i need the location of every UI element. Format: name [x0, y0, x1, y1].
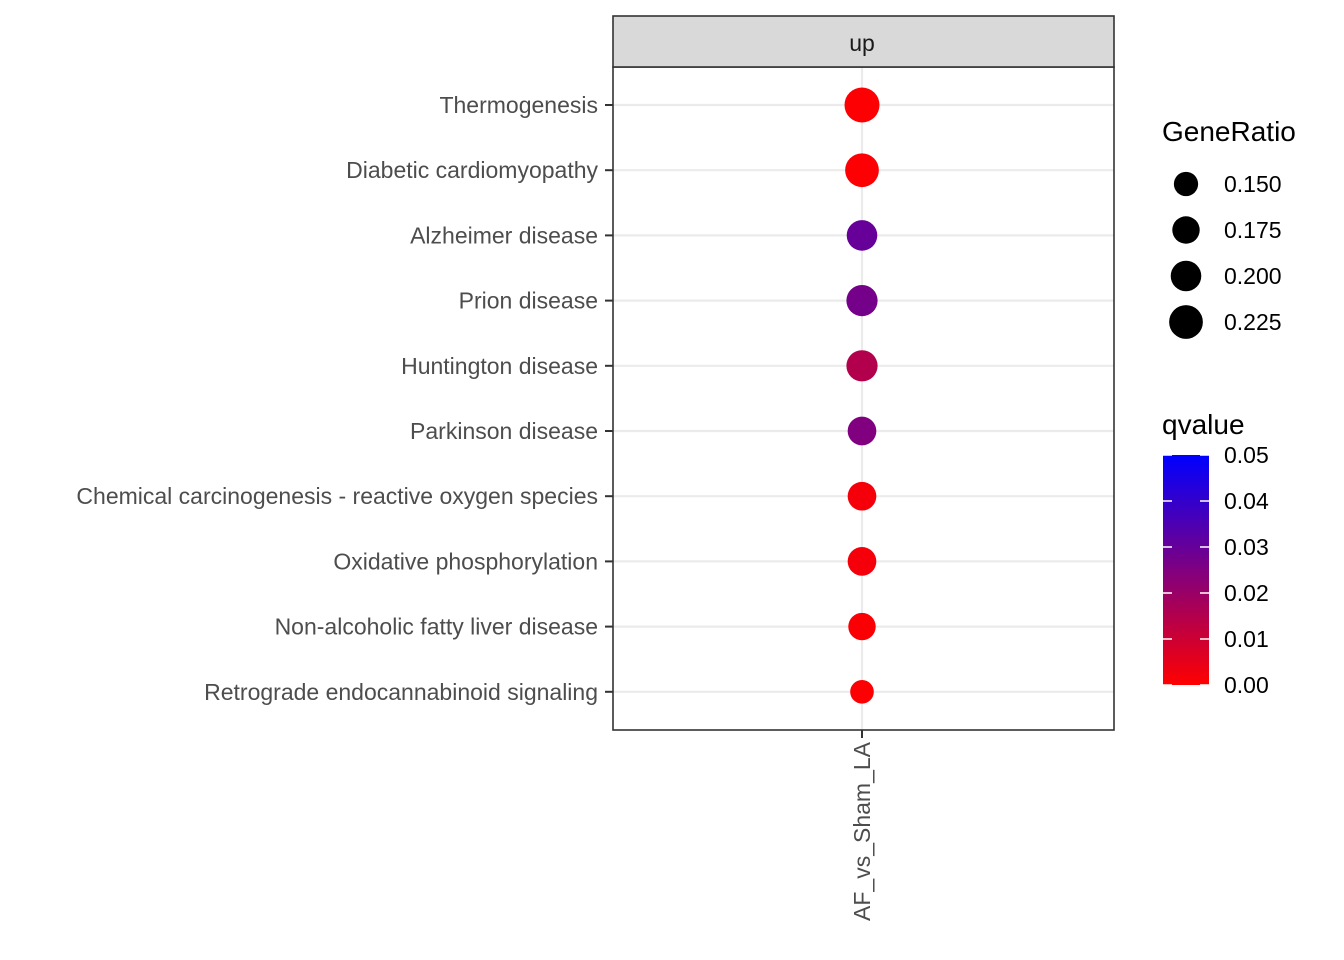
y-tick-label: Huntington disease — [401, 353, 598, 379]
y-tick-label: Diabetic cardiomyopathy — [346, 157, 598, 183]
generatio-legend: GeneRatio 0.150 0.175 0.200 0.225 — [1162, 116, 1296, 339]
y-tick-label: Chemical carcinogenesis - reactive oxyge… — [76, 483, 598, 509]
qvalue-colorbar — [1163, 455, 1209, 685]
facet-strip: up — [612, 15, 1115, 68]
generatio-legend-title: GeneRatio — [1162, 116, 1296, 147]
data-point — [848, 612, 876, 641]
colorbar-label: 0.05 — [1224, 442, 1269, 468]
size-legend-label: 0.175 — [1224, 217, 1282, 243]
y-tick-label: Alzheimer disease — [410, 222, 598, 248]
y-tick-label: Retrograde endocannabinoid signaling — [204, 679, 598, 705]
size-legend-key — [1169, 305, 1203, 339]
data-point — [846, 284, 878, 317]
colorbar-label: 0.04 — [1224, 488, 1269, 514]
y-tick-label: Non-alcoholic fatty liver disease — [275, 614, 598, 640]
qvalue-legend: qvalue 0.05 0.04 0.03 0.02 0.01 0.00 — [1162, 409, 1269, 698]
data-point — [850, 679, 874, 704]
size-legend-key — [1173, 171, 1199, 197]
data-point — [847, 416, 877, 446]
y-axis: Thermogenesis Diabetic cardiomyopathy Alzh… — [76, 92, 613, 705]
data-point — [846, 350, 878, 382]
colorbar-label: 0.03 — [1224, 534, 1269, 560]
size-legend-label: 0.150 — [1224, 171, 1282, 197]
data-point — [844, 87, 880, 123]
colorbar-label: 0.01 — [1224, 626, 1269, 652]
facet-strip-background — [612, 15, 1115, 68]
qvalue-legend-title: qvalue — [1162, 409, 1245, 440]
y-tick-label: Oxidative phosphorylation — [333, 548, 598, 574]
data-points — [844, 87, 880, 704]
y-tick-label: Prion disease — [459, 288, 598, 314]
facet-strip-label: up — [849, 30, 875, 56]
size-legend-key — [1172, 216, 1200, 244]
colorbar-label: 0.00 — [1224, 672, 1269, 698]
y-tick-label: Thermogenesis — [439, 92, 598, 118]
size-legend-label: 0.225 — [1224, 309, 1282, 335]
size-legend-label: 0.200 — [1224, 263, 1282, 289]
data-point — [847, 547, 877, 576]
x-axis: AF_vs_Sham_LA — [849, 730, 875, 921]
colorbar-label: 0.02 — [1224, 580, 1269, 606]
data-point — [845, 153, 879, 188]
y-tick-label: Parkinson disease — [410, 418, 598, 444]
data-point — [846, 220, 878, 251]
x-tick-label: AF_vs_Sham_LA — [849, 741, 875, 921]
plot-panel — [612, 66, 1115, 731]
size-legend-key — [1170, 260, 1202, 292]
data-point — [847, 481, 877, 511]
